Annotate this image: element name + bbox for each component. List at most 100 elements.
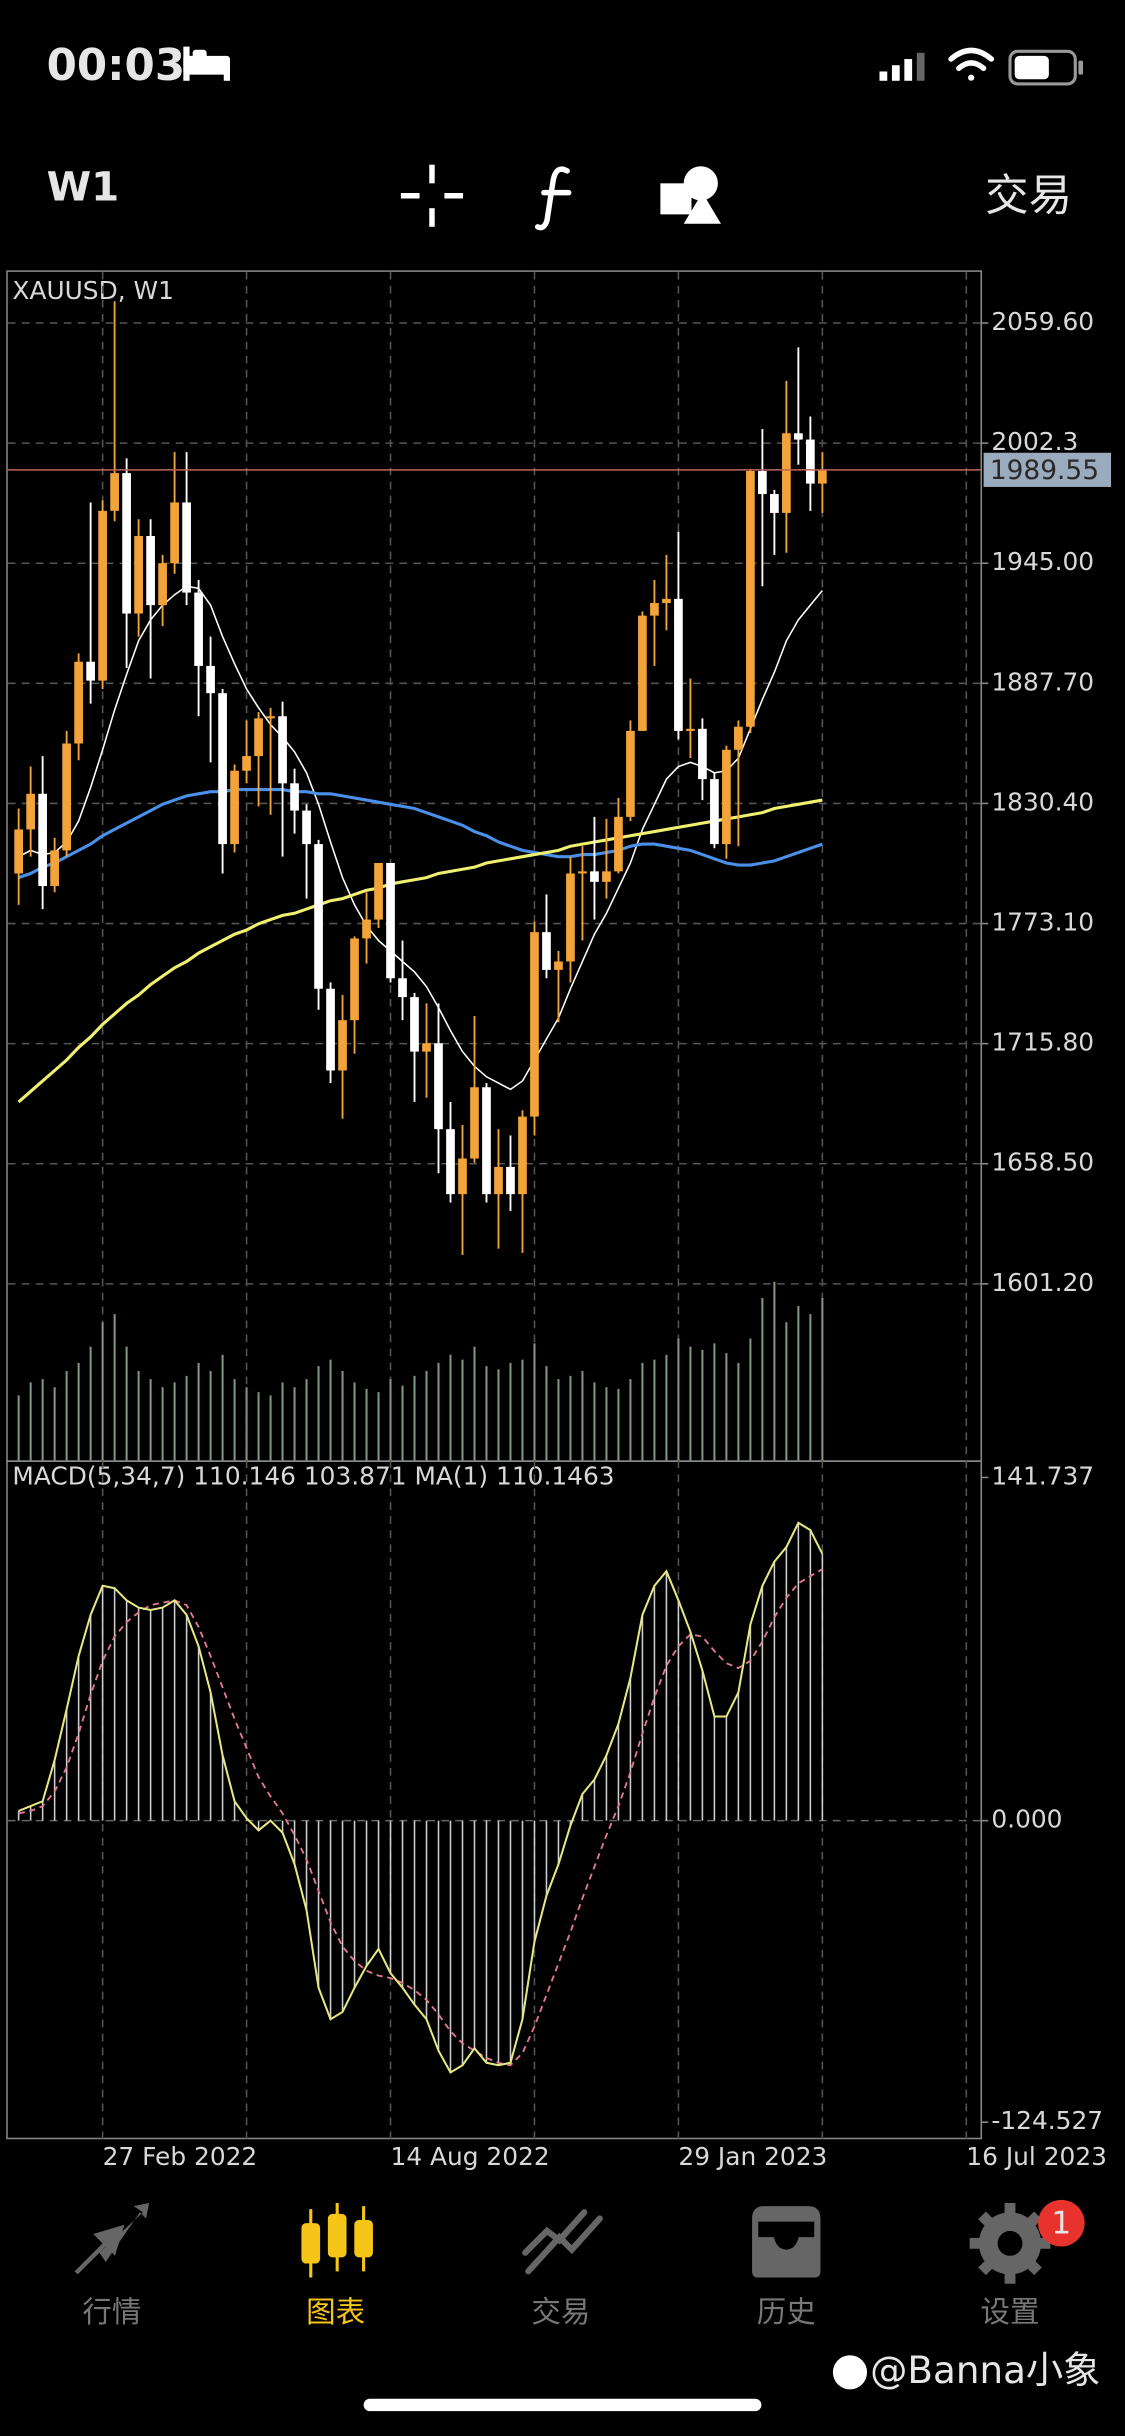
tab-settings-icon[interactable] (969, 2202, 1051, 2284)
candle-body (734, 726, 743, 750)
settings-badge (1037, 2199, 1085, 2247)
moving-average-line (18, 788, 823, 880)
candle-body (794, 433, 803, 440)
candle-body (686, 728, 695, 731)
candle-body (98, 510, 107, 681)
candle-body (470, 1087, 479, 1159)
watermark: @Banna小象 (870, 2348, 1100, 2392)
candle-body (254, 718, 263, 757)
candle-body (590, 871, 599, 882)
moving-average-line (17, 798, 823, 1104)
candle-body (746, 471, 755, 727)
watermark-icon (832, 2355, 868, 2390)
candle-body (242, 756, 251, 771)
y-tick-label: 1887.70 (991, 667, 1094, 696)
candle-body (50, 850, 59, 887)
candle-body (206, 665, 215, 694)
candle-body (602, 871, 611, 882)
tab-history-icon[interactable] (752, 2206, 821, 2278)
crosshair-button[interactable] (400, 164, 464, 227)
candle-body (134, 535, 143, 614)
candle-body (674, 598, 683, 731)
candle-body (218, 693, 227, 845)
tab-label[interactable]: 历史 (757, 2295, 816, 2329)
candle-body (506, 1166, 515, 1195)
macd-line (18, 1521, 824, 2074)
candle-body (410, 997, 419, 1052)
y-tick-label: 1715.80 (991, 1028, 1094, 1057)
candle-body (158, 563, 167, 606)
candle-body (338, 1020, 347, 1071)
candle-body (770, 494, 779, 513)
candle-body (530, 932, 539, 1117)
macd-panel-frame (6, 1460, 983, 2140)
tab-label[interactable]: 图表 (306, 2295, 365, 2329)
tab-chart-icon[interactable] (301, 2202, 373, 2278)
current-price-label: 1989.55 (990, 455, 1099, 486)
candle-body (14, 829, 23, 874)
candle-body (398, 978, 407, 998)
candle-body (554, 961, 563, 970)
candle-body (374, 862, 383, 920)
candle-body (422, 1043, 431, 1052)
candle-body (194, 592, 203, 666)
x-tick-label: 14 Aug 2022 (391, 2142, 550, 2171)
moving-average-line (18, 585, 823, 1091)
candle-body (434, 1043, 443, 1130)
y-tick-label: 1773.10 (991, 908, 1094, 937)
badge-count: 1 (1051, 2206, 1071, 2242)
candle-body (782, 433, 791, 513)
tab-trade-icon[interactable] (522, 2209, 603, 2275)
macd-signal-line (18, 1568, 823, 2067)
candle-body (482, 1087, 491, 1195)
candle-body (806, 439, 815, 484)
y-tick-label: 2002.3 (991, 427, 1078, 456)
chart-title: XAUUSD, W1 (12, 276, 173, 305)
macd-title: MACD(5,34,7) 110.146 103.871 MA(1) 110.1… (12, 1461, 614, 1490)
indicators-button[interactable] (534, 166, 572, 231)
candle-body (62, 743, 71, 851)
y-tick-label: 2059.60 (991, 307, 1094, 336)
candle-body (710, 779, 719, 845)
wifi-icon (948, 47, 995, 81)
candle-body (314, 844, 323, 989)
y-tick-label: 1945.00 (991, 547, 1094, 576)
candle-body (758, 471, 767, 495)
x-tick-label: 16 Jul 2023 (966, 2142, 1107, 2171)
y-tick-label: 141.737 (991, 1461, 1094, 1490)
candle-body (566, 873, 575, 962)
candle-body (278, 716, 287, 784)
candle-body (110, 473, 119, 511)
candle-body (182, 502, 191, 593)
tab-label[interactable]: 行情 (82, 2295, 141, 2329)
y-tick-label: 1658.50 (991, 1148, 1094, 1177)
candle-body (266, 716, 275, 719)
candle-body (302, 810, 311, 845)
timeframe-button[interactable]: W1 (47, 164, 120, 211)
current-price-box (983, 452, 1112, 487)
tab-label[interactable]: 交易 (531, 2295, 590, 2329)
candle-body (518, 1116, 527, 1195)
trade-button[interactable]: 交易 (985, 171, 1072, 221)
candle-body (578, 871, 587, 874)
candle-body (446, 1129, 455, 1195)
tab-quotes-icon[interactable] (74, 2202, 150, 2275)
candle-body (290, 783, 299, 811)
candle-body (698, 728, 707, 780)
candle-body (614, 816, 623, 872)
status-time: 00:03 (47, 41, 185, 91)
candle-body (326, 988, 335, 1071)
candle-body (458, 1158, 467, 1195)
home-indicator (363, 2398, 762, 2412)
tab-label[interactable]: 设置 (980, 2295, 1039, 2329)
y-tick-label: 1601.20 (991, 1268, 1094, 1297)
y-tick-label: 1830.40 (991, 787, 1094, 816)
candle-body (722, 749, 731, 845)
x-tick-label: 27 Feb 2022 (103, 2142, 258, 2171)
candle-body (650, 603, 659, 616)
candle-body (170, 502, 179, 564)
candle-body (230, 770, 239, 845)
candle-body (362, 919, 371, 939)
objects-button[interactable] (660, 166, 721, 224)
